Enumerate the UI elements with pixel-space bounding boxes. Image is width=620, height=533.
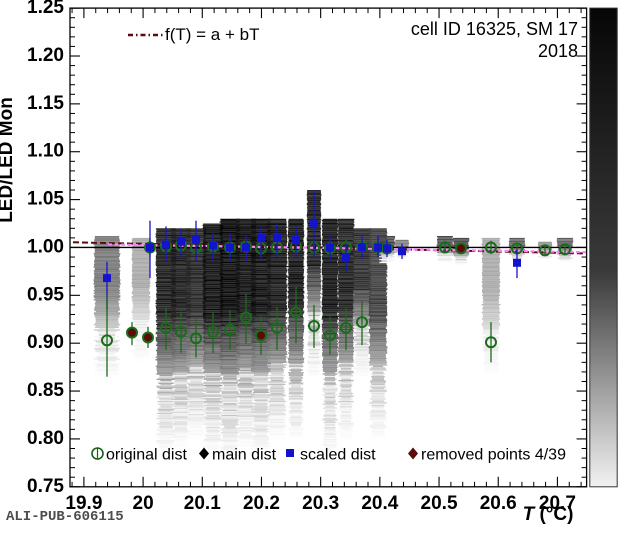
svg-text:20.4: 20.4 bbox=[361, 493, 398, 514]
svg-text:20.3: 20.3 bbox=[302, 493, 339, 514]
svg-text:cell ID 16325, SM 17: cell ID 16325, SM 17 bbox=[411, 19, 578, 39]
svg-text:1.25: 1.25 bbox=[27, 0, 64, 18]
svg-text:20.6: 20.6 bbox=[480, 493, 517, 514]
svg-text:1.20: 1.20 bbox=[27, 45, 64, 66]
svg-text:LED/LED Mon: LED/LED Mon bbox=[0, 97, 17, 223]
svg-text:original dist: original dist bbox=[106, 447, 187, 464]
svg-text:2018: 2018 bbox=[538, 41, 578, 61]
svg-text:1.00: 1.00 bbox=[27, 237, 64, 258]
svg-text:main dist: main dist bbox=[212, 447, 277, 464]
svg-text:0.80: 0.80 bbox=[27, 428, 64, 449]
svg-text:20.5: 20.5 bbox=[421, 493, 458, 514]
svg-text:0.90: 0.90 bbox=[27, 332, 64, 353]
svg-text:0.95: 0.95 bbox=[27, 284, 64, 305]
svg-text:0.85: 0.85 bbox=[27, 380, 64, 401]
svg-text:1.15: 1.15 bbox=[27, 93, 64, 114]
svg-text:T (°C): T (°C) bbox=[523, 504, 574, 525]
svg-text:removed points 4/39: removed points 4/39 bbox=[421, 447, 566, 464]
svg-text:0.75: 0.75 bbox=[27, 476, 64, 497]
svg-text:20: 20 bbox=[133, 493, 154, 514]
svg-text:1.05: 1.05 bbox=[27, 189, 64, 210]
svg-text:scaled dist: scaled dist bbox=[300, 447, 376, 464]
svg-text:f(T) = a + bT: f(T) = a + bT bbox=[165, 25, 259, 44]
svg-text:20.2: 20.2 bbox=[243, 493, 280, 514]
svg-text:ALI-PUB-606115: ALI-PUB-606115 bbox=[6, 509, 124, 525]
svg-text:20.1: 20.1 bbox=[184, 493, 221, 514]
svg-text:1.10: 1.10 bbox=[27, 141, 64, 162]
